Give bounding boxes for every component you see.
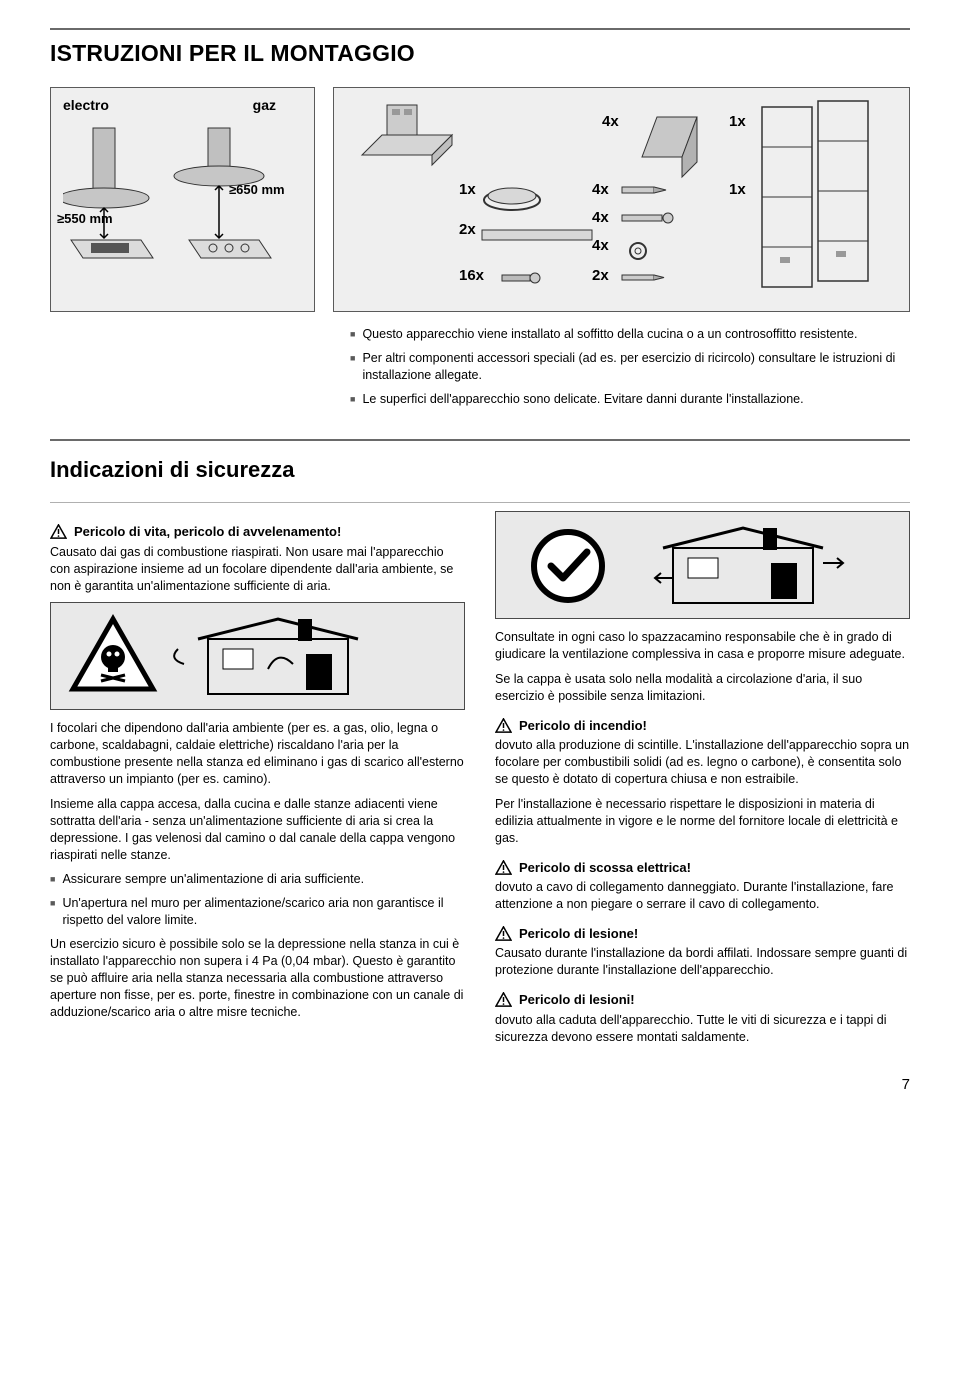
left-p3: Insieme alla cappa accesa, dalla cucina … bbox=[50, 796, 465, 864]
right-column: Consultate in ogni caso lo spazzacamino … bbox=[495, 511, 910, 1053]
two-column-body: Pericolo di vita, pericolo di avvelename… bbox=[50, 511, 910, 1053]
left-b1: Assicurare sempre un'alimentazione di ar… bbox=[62, 871, 364, 888]
warning-icon bbox=[50, 524, 67, 539]
skull-illustration bbox=[50, 602, 465, 710]
distance-diagram: electro gaz bbox=[50, 87, 315, 312]
warning-icon bbox=[495, 926, 512, 941]
right-p3: dovuto alla produzione di scintille. L'i… bbox=[495, 737, 910, 788]
parts-diagram: 4x 1x 1x 4x 1x 2x 4x 4x 16x 2x bbox=[333, 87, 910, 312]
check-illustration bbox=[495, 511, 910, 619]
intro-bullet-1: Questo apparecchio viene installato al s… bbox=[362, 326, 857, 343]
warning-icon bbox=[495, 860, 512, 875]
right-p7: dovuto alla caduta dell'apparecchio. Tut… bbox=[495, 1012, 910, 1046]
rule-section bbox=[50, 439, 910, 441]
rule-top bbox=[50, 28, 910, 30]
qty-anchor-a: 4x bbox=[592, 180, 609, 200]
right-p6: Causato durante l'installazione da bordi… bbox=[495, 945, 910, 979]
qty-anchor-b: 1x bbox=[729, 180, 746, 200]
electro-label: electro bbox=[63, 96, 109, 115]
intro-bullet-2: Per altri componenti accessori speciali … bbox=[362, 350, 910, 384]
qty-washer: 4x bbox=[592, 236, 609, 256]
page-title: ISTRUZIONI PER IL MONTAGGIO bbox=[50, 38, 910, 69]
left-p4: Un esercizio sicuro è possibile solo se … bbox=[50, 936, 465, 1020]
right-p2: Se la cappa è usata solo nella modalità … bbox=[495, 671, 910, 705]
gaz-label: gaz bbox=[253, 96, 276, 115]
intro-bullets: Questo apparecchio viene installato al s… bbox=[350, 326, 910, 408]
qty-ring: 1x bbox=[459, 180, 476, 200]
warn-fire: Pericolo di incendio! bbox=[519, 717, 647, 735]
left-b2: Un'apertura nel muro per alimentazione/s… bbox=[62, 895, 465, 929]
right-p4: Per l'installazione è necessario rispett… bbox=[495, 796, 910, 847]
dist-electro: ≥550 mm bbox=[57, 210, 113, 228]
right-p5: dovuto a cavo di collegamento danneggiat… bbox=[495, 879, 910, 913]
warn-injury-2: Pericolo di lesioni! bbox=[519, 991, 635, 1009]
qty-strip: 2x bbox=[459, 220, 476, 240]
warning-icon bbox=[495, 992, 512, 1007]
qty-screw-2x: 2x bbox=[592, 266, 609, 286]
left-column: Pericolo di vita, pericolo di avvelename… bbox=[50, 511, 465, 1053]
left-p1: Causato dai gas di combustione riaspirat… bbox=[50, 544, 465, 595]
right-p1: Consultate in ogni caso lo spazzacamino … bbox=[495, 629, 910, 663]
intro-bullet-3: Le superfici dell'apparecchio sono delic… bbox=[362, 391, 803, 408]
diagram-row: electro gaz bbox=[50, 87, 910, 312]
hood-distance-svg bbox=[63, 110, 303, 290]
qty-panel: 1x bbox=[729, 112, 746, 132]
qty-screw-16x: 16x bbox=[459, 266, 484, 286]
rule-light bbox=[50, 502, 910, 503]
warning-icon bbox=[495, 718, 512, 733]
qty-screw-a: 4x bbox=[592, 208, 609, 228]
warn-life: Pericolo di vita, pericolo di avvelename… bbox=[74, 523, 341, 541]
qty-box: 4x bbox=[602, 112, 619, 132]
warn-shock: Pericolo di scossa elettrica! bbox=[519, 859, 691, 877]
warn-injury-1: Pericolo di lesione! bbox=[519, 925, 638, 943]
section-safety-title: Indicazioni di sicurezza bbox=[50, 455, 910, 485]
dist-gaz: ≥650 mm bbox=[229, 181, 285, 199]
page-number: 7 bbox=[50, 1075, 910, 1095]
left-p2: I focolari che dipendono dall'aria ambie… bbox=[50, 720, 465, 788]
